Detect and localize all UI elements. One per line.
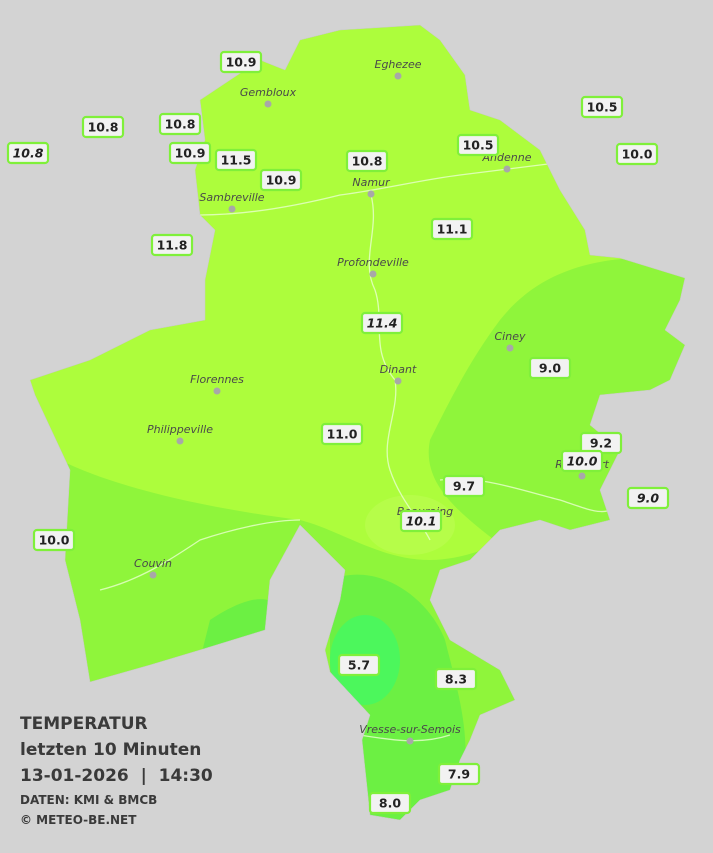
station-value: 10.9 bbox=[266, 173, 297, 188]
station-value: 10.5 bbox=[463, 138, 494, 153]
legend-datetime: 13-01-2026 | 14:30 bbox=[20, 766, 213, 786]
station-value: 9.2 bbox=[590, 436, 612, 451]
station-box bbox=[442, 474, 486, 498]
station-box bbox=[219, 50, 263, 74]
legend-source: DATEN: KMI & BMCB bbox=[20, 793, 157, 807]
station-box bbox=[32, 528, 76, 552]
city-dot bbox=[503, 165, 511, 173]
station-box bbox=[168, 141, 212, 165]
city-label: Philippeville bbox=[147, 423, 213, 436]
station-box bbox=[368, 791, 412, 815]
station-value: 10.8 bbox=[88, 120, 119, 135]
city-label: Vresse-sur-Semois bbox=[359, 723, 461, 736]
station-box bbox=[150, 233, 194, 257]
station-box bbox=[259, 168, 303, 192]
station-box bbox=[580, 95, 624, 119]
station-value: 10.0 bbox=[39, 533, 70, 548]
legend-copyright: © METEO-BE.NET bbox=[20, 813, 137, 827]
city-dot bbox=[228, 205, 236, 213]
city-dot bbox=[176, 437, 184, 445]
station-box bbox=[560, 449, 604, 473]
city-dot bbox=[369, 270, 377, 278]
station-value: 7.9 bbox=[448, 767, 470, 782]
city-dot bbox=[264, 100, 272, 108]
city-dot bbox=[394, 377, 402, 385]
city-label: Eghezee bbox=[375, 58, 422, 71]
station-box bbox=[81, 115, 125, 139]
city-layer: EghezeeGemblouxAndenneNamurSambrevillePr… bbox=[134, 58, 609, 745]
station-value: 10.1 bbox=[406, 514, 437, 529]
city-dot bbox=[149, 571, 157, 579]
station-value: 11.1 bbox=[437, 222, 468, 237]
station-box bbox=[434, 667, 478, 691]
station-box bbox=[158, 112, 202, 136]
city-label: Ciney bbox=[495, 330, 526, 343]
city-label: Profondeville bbox=[337, 256, 409, 269]
city-dot bbox=[578, 472, 586, 480]
station-value: 10.8 bbox=[165, 117, 196, 132]
station-value: 9.0 bbox=[637, 491, 659, 506]
station-box bbox=[615, 142, 659, 166]
station-value: 10.5 bbox=[587, 100, 618, 115]
city-label: Couvin bbox=[134, 557, 172, 570]
station-value: 10.9 bbox=[175, 146, 206, 161]
station-value: 9.7 bbox=[453, 479, 475, 494]
city-label: Sambreville bbox=[199, 191, 264, 204]
station-box bbox=[399, 509, 443, 533]
station-box bbox=[528, 356, 572, 380]
legend-period: letzten 10 Minuten bbox=[20, 740, 201, 760]
station-value: 10.9 bbox=[226, 55, 257, 70]
city-dot bbox=[367, 190, 375, 198]
city-dot bbox=[506, 344, 514, 352]
station-box bbox=[6, 141, 50, 165]
station-value: 8.0 bbox=[379, 796, 401, 811]
station-value: 10.0 bbox=[567, 454, 598, 469]
station-layer: 10.9 10.8 10.8 10.8 10.9 11.5 10.9 10.8 10.5 10.5… bbox=[6, 50, 670, 815]
legend: TEMPERATUR letzten 10 Minuten 13-01-2026… bbox=[20, 714, 213, 827]
station-value: 10.8 bbox=[352, 154, 383, 169]
legend-title: TEMPERATUR bbox=[20, 714, 148, 734]
station-box bbox=[626, 486, 670, 510]
station-value: 5.7 bbox=[348, 658, 370, 673]
city-dot bbox=[213, 387, 221, 395]
station-box bbox=[456, 133, 500, 157]
city-label: Florennes bbox=[190, 373, 244, 386]
station-box bbox=[337, 653, 381, 677]
station-value: 11.8 bbox=[157, 238, 188, 253]
city-dot bbox=[394, 72, 402, 80]
station-box bbox=[345, 149, 389, 173]
station-box bbox=[430, 217, 474, 241]
city-label: Gembloux bbox=[240, 86, 297, 99]
station-value: 10.0 bbox=[622, 147, 653, 162]
station-box bbox=[214, 148, 258, 172]
station-box bbox=[437, 762, 481, 786]
city-dot bbox=[406, 737, 414, 745]
station-box bbox=[320, 422, 364, 446]
station-value: 11.4 bbox=[367, 316, 398, 331]
station-value: 9.0 bbox=[539, 361, 561, 376]
station-box bbox=[360, 311, 404, 335]
station-value: 11.5 bbox=[221, 153, 252, 168]
station-value: 10.8 bbox=[13, 146, 44, 161]
station-value: 8.3 bbox=[445, 672, 467, 687]
city-label: Namur bbox=[352, 176, 391, 189]
station-value: 11.0 bbox=[327, 427, 358, 442]
city-label: Dinant bbox=[380, 363, 417, 376]
